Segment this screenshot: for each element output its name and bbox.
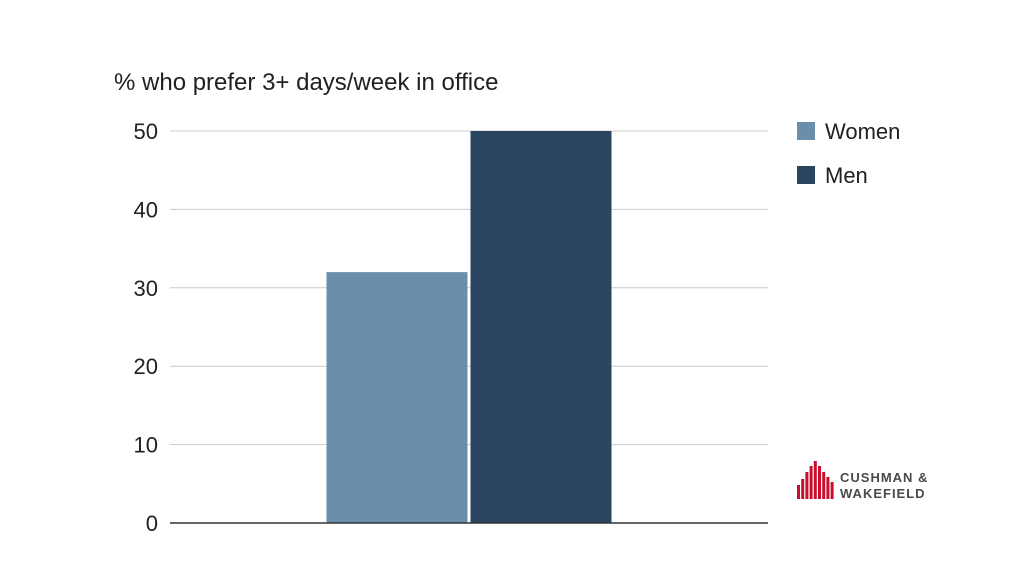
y-tick-label: 0	[146, 511, 158, 536]
bars	[326, 131, 612, 523]
legend-swatch-women	[797, 122, 815, 140]
bar-men	[470, 131, 612, 523]
gridlines	[170, 130, 768, 446]
y-tick-label: 50	[134, 119, 158, 144]
cushman-wakefield-logo: CUSHMAN & WAKEFIELD	[797, 461, 928, 501]
logo-mark-icon	[797, 461, 834, 499]
legend-swatch-men	[797, 166, 815, 184]
logo-text-line2: WAKEFIELD	[840, 486, 926, 501]
chart-title: % who prefer 3+ days/week in office	[114, 69, 498, 96]
y-tick-label: 40	[134, 197, 158, 222]
legend-label-men: Men	[825, 163, 868, 188]
y-tick-label: 20	[134, 354, 158, 379]
logo-text-line1: CUSHMAN &	[840, 470, 928, 485]
y-axis-ticks: 0 10 20 30 40 50	[134, 119, 158, 536]
y-tick-label: 30	[134, 276, 158, 301]
y-tick-label: 10	[134, 433, 158, 458]
bar-women	[326, 272, 468, 523]
legend-label-women: Women	[825, 119, 900, 144]
legend: Women Men	[797, 119, 900, 188]
